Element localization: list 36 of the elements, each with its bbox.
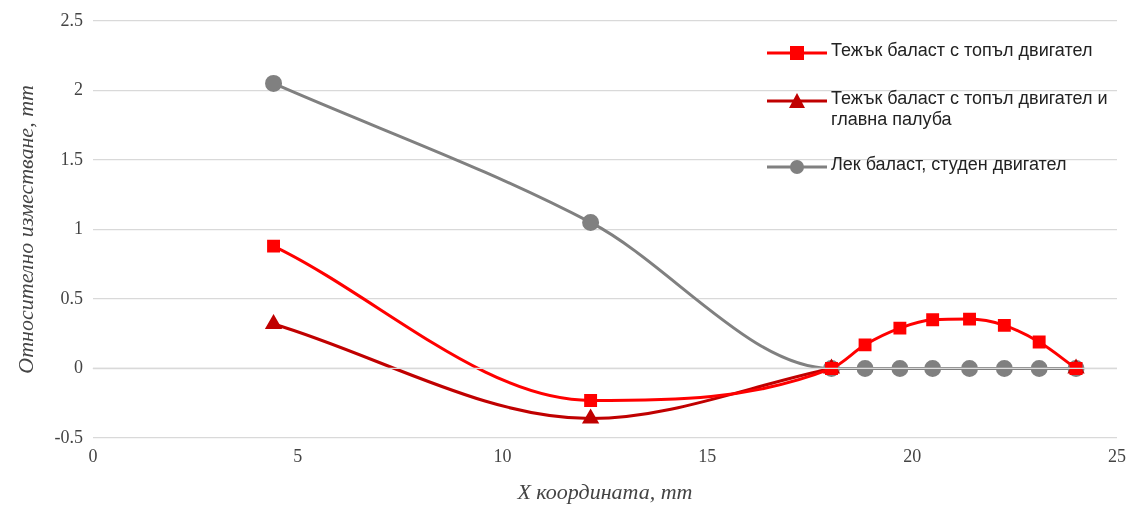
point: [995, 359, 1013, 377]
y-tick-label: -0.5: [54, 426, 83, 447]
x-tick-label: 25: [1108, 445, 1126, 466]
y-tick-label: 1: [73, 218, 83, 239]
y-tick-label: 2.5: [60, 9, 83, 30]
legend-label: Тежък баласт с топъл двигател и главна палуба: [831, 88, 1109, 130]
point: [265, 74, 283, 92]
point: [1030, 359, 1048, 377]
x-tick-label: 10: [493, 445, 512, 466]
point: [267, 239, 280, 253]
point: [584, 394, 598, 407]
point: [265, 315, 282, 329]
legend-label: Тежък баласт с топъл двигател: [831, 40, 1093, 61]
point: [893, 321, 907, 335]
point: [891, 359, 909, 377]
point: [926, 313, 940, 327]
point: [961, 359, 979, 377]
point: [924, 359, 942, 377]
y-tick-label: 2: [73, 79, 83, 100]
point: [858, 338, 872, 352]
point: [1032, 335, 1046, 349]
legend-label: Лек баласт, студен двигател: [831, 154, 1067, 175]
x-axis-title: X координата, mm: [516, 478, 693, 504]
y-tick-label: 0.5: [60, 287, 83, 308]
x-tick-label: 0: [88, 445, 98, 466]
point: [583, 410, 599, 424]
point: [997, 318, 1011, 332]
y-tick-label: 1.5: [60, 148, 83, 169]
y-tick-label: 0: [73, 357, 83, 378]
x-tick-label: 20: [903, 445, 922, 466]
point: [963, 312, 976, 326]
point: [856, 359, 874, 377]
point: [582, 213, 600, 231]
y-axis-title: Относително изместване, mm: [12, 85, 38, 374]
x-tick-label: 15: [698, 445, 717, 466]
x-tick-label: 5: [293, 445, 303, 466]
